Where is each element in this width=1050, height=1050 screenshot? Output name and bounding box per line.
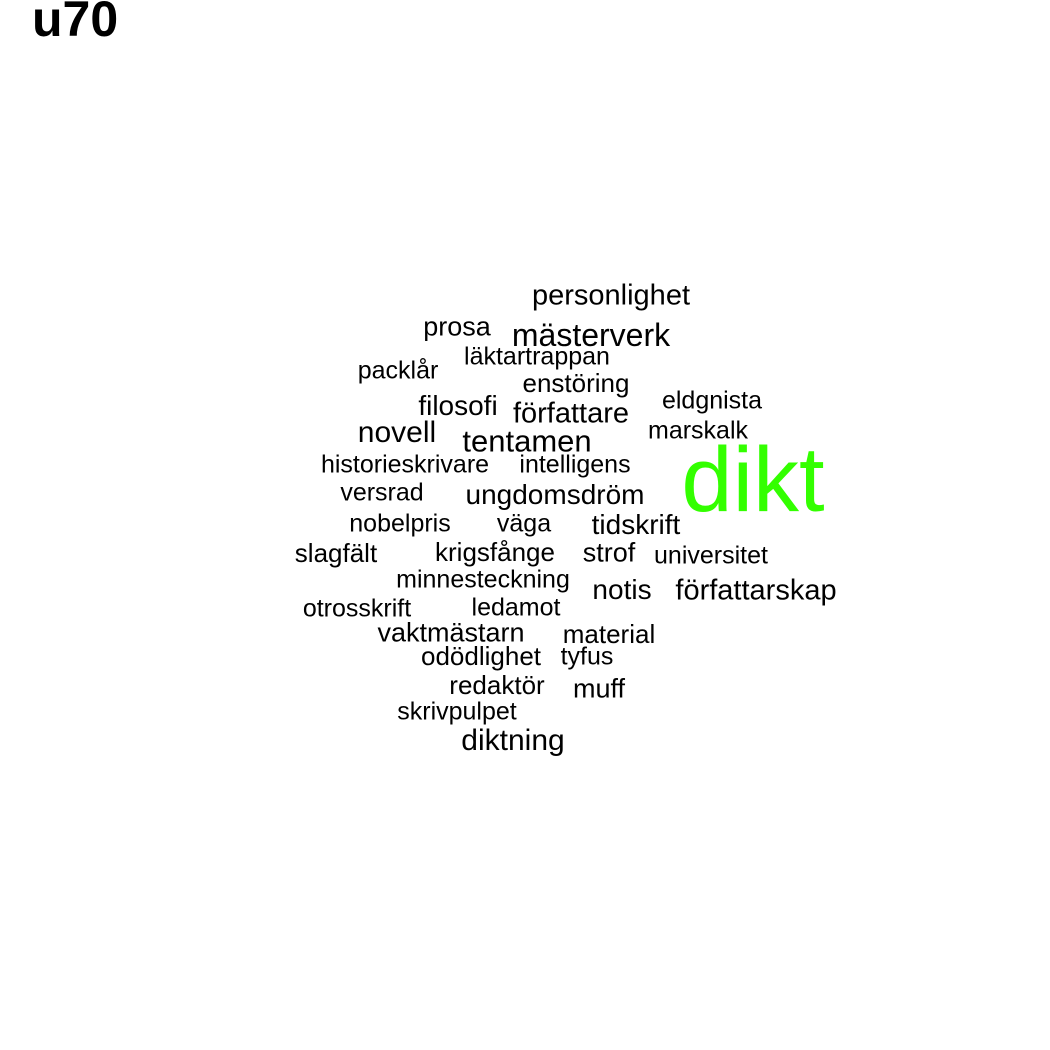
word-enstöring: enstöring — [522, 368, 630, 398]
word-universitet: universitet — [654, 541, 768, 570]
word-mästerverk: mästerverk — [511, 317, 671, 353]
word-väga: väga — [496, 509, 552, 538]
word-författare: författare — [512, 397, 630, 430]
word-eldgnista: eldgnista — [661, 386, 763, 415]
word-redaktör: redaktör — [449, 670, 545, 700]
word-diktning: diktning — [461, 724, 565, 757]
word-material: material — [562, 619, 656, 649]
word-tyfus: tyfus — [560, 642, 614, 671]
word-slagfält: slagfält — [294, 538, 378, 568]
word-tidskrift: tidskrift — [591, 509, 681, 540]
word-ledamot: ledamot — [471, 593, 561, 622]
word-dikt: dikt — [681, 429, 825, 531]
word-personlighet: personlighet — [532, 279, 690, 312]
word-skrivpulpet: skrivpulpet — [397, 697, 517, 726]
word-filosofi: filosofi — [418, 390, 498, 421]
word-nobelpris: nobelpris — [349, 509, 451, 538]
word-vaktmästarn: vaktmästarn — [377, 617, 525, 648]
word-författarskap: författarskap — [675, 574, 837, 607]
word-notis: notis — [592, 574, 652, 605]
word-novell: novell — [357, 416, 437, 449]
word-intelligens: intelligens — [519, 450, 631, 479]
word-otrosskrift: otrosskrift — [302, 594, 412, 623]
word-marskalk: marskalk — [647, 416, 749, 445]
word-krigsfånge: krigsfånge — [435, 537, 555, 567]
word-versrad: versrad — [340, 478, 424, 507]
word-odödlighet: odödlighet — [421, 641, 541, 671]
word-tentamen: tentamen — [462, 423, 592, 459]
word-packlår: packlår — [357, 356, 439, 385]
word-strof: strof — [582, 537, 636, 568]
word-läktartrappan: läktartrappan — [464, 342, 610, 371]
word-historieskrivare: historieskrivare — [320, 450, 490, 479]
word-ungdomsdröm: ungdomsdröm — [465, 479, 645, 510]
word-minnesteckning: minnesteckning — [396, 565, 570, 594]
word-prosa: prosa — [423, 311, 491, 342]
word-muff: muff — [572, 673, 626, 704]
page-title: u70 — [32, 0, 119, 47]
